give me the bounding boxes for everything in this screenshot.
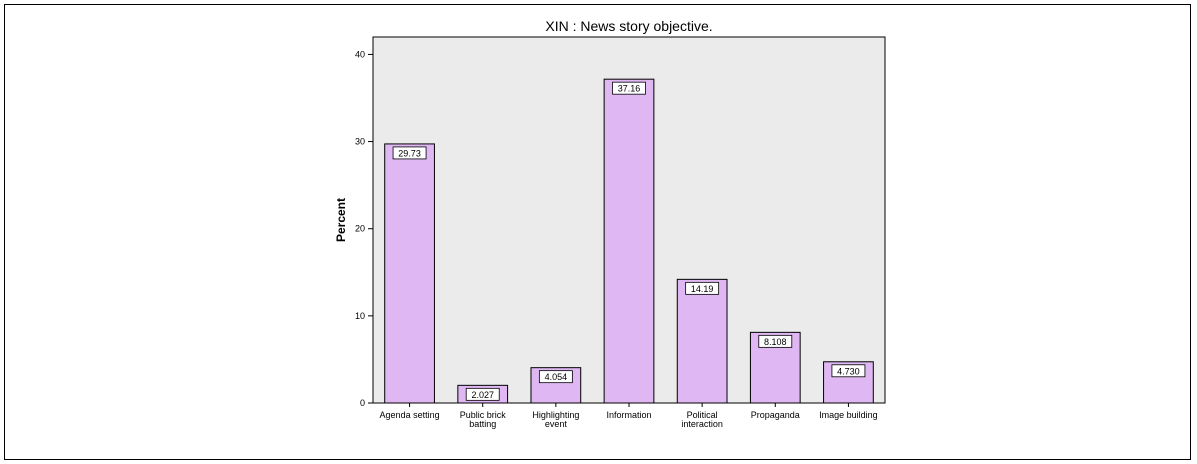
bar	[384, 143, 435, 404]
category-label: Highlighting event	[532, 410, 579, 429]
value-label: 14.19	[691, 284, 714, 294]
value-label-box	[538, 370, 573, 384]
chart-title: XIN : News story objective.	[545, 18, 712, 34]
y-axis-label: Percent	[334, 198, 348, 242]
category-label: Public brick batting	[460, 410, 507, 429]
category-label: Agenda setting	[380, 410, 440, 420]
value-label: 37.16	[618, 84, 641, 94]
value-label: 4.054	[545, 372, 568, 382]
value-label: 29.73	[398, 148, 421, 158]
value-label-box	[392, 146, 427, 160]
y-tick-label: 30	[355, 137, 365, 147]
y-tick-label: 20	[355, 224, 365, 234]
value-label-box	[612, 81, 646, 95]
value-label: 4.730	[837, 366, 860, 376]
value-label-box	[758, 334, 793, 348]
category-label: Political interaction	[681, 410, 723, 429]
y-tick-label: 10	[355, 311, 365, 321]
bar	[676, 278, 728, 404]
category-label: Propaganda	[751, 410, 800, 420]
category-label: Information	[606, 410, 651, 420]
value-label-box	[685, 281, 720, 295]
y-tick-label: 40	[355, 49, 365, 59]
bar	[603, 78, 655, 404]
value-label: 8.108	[764, 337, 787, 347]
value-label: 2.027	[471, 390, 494, 400]
value-label-box	[465, 387, 500, 401]
category-label: Image building	[819, 410, 878, 420]
value-label-box	[831, 364, 866, 378]
y-tick-label: 0	[360, 398, 365, 408]
